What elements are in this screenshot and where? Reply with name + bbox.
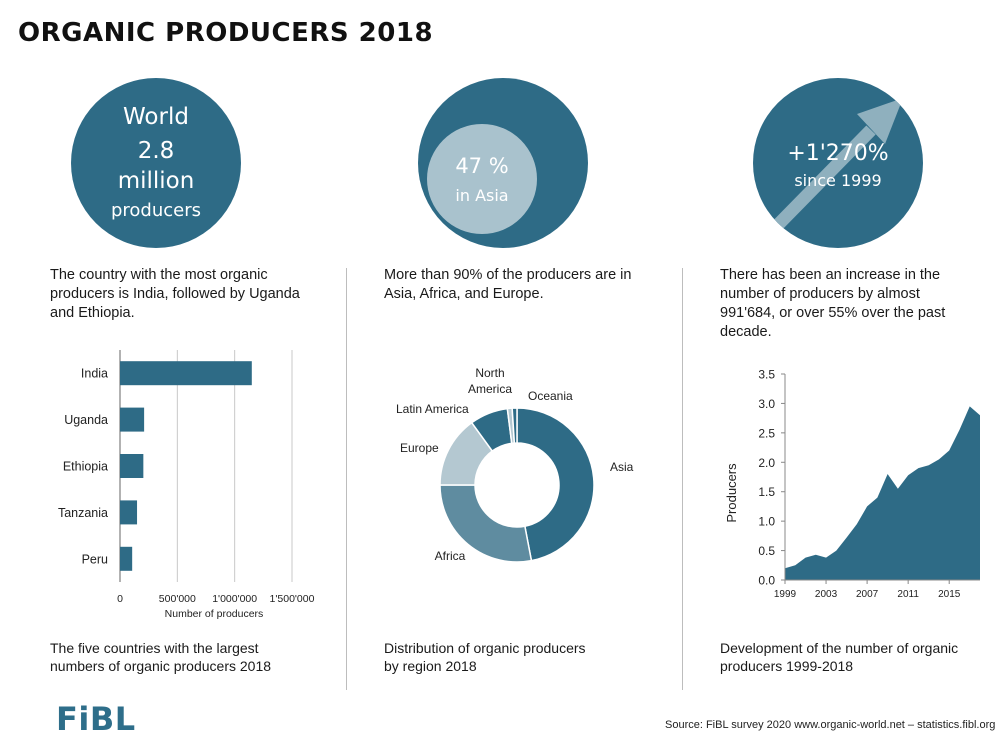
world-suffix: producers [110,200,202,221]
producers-trend-area-chart: 0.0 0.5 1.0 1.5 2.0 2.5 3.0 3.5 1999 2003 2007 2011… [724,368,980,600]
donut-slice-asia [516,407,595,562]
regional-distribution-donut-chart: Asia Africa Europe Latin America North Americ… [396,366,634,563]
area-y-tick-label: 0.5 [758,544,775,558]
area-x-tick-label: 2015 [938,589,961,600]
bar-tanzania [120,500,138,525]
bar-uganda [120,407,145,432]
bar-x-tick-label: 1'000'000 [212,593,257,605]
fibl-logo: FiBL [56,700,136,738]
asia-share-label: in Asia [455,186,509,205]
source-note: Source: FiBL survey 2020 www.organic-wor… [665,719,996,731]
donut-label: North [475,366,504,380]
donut-label: Asia [610,460,634,474]
panel-3-caption: Development of the number of organic pro… [720,640,959,674]
world-unit: million [117,168,195,194]
bar-x-axis-label: Number of producers [165,608,264,620]
donut-slice-africa [439,484,533,563]
growth-label: since 1999 [794,171,882,190]
top-countries-bar-chart: 0 500'000 1'000'000 1'500'000 India Uganda Eth… [58,350,315,620]
asia-share-inner-circle [427,124,537,234]
bar-category-label: Peru [82,552,108,566]
bar-x-tick-label: 0 [117,593,123,605]
bar-category-label: Ethiopia [63,460,108,474]
growth-value: +1'270% [787,141,889,166]
page-title: ORGANIC PRODUCERS 2018 [18,18,434,48]
bar-ethiopia [120,454,144,478]
panel-1-caption: The five countries with the largest numb… [50,640,272,674]
world-label: World [123,104,189,130]
panel-2-text: More than 90% of the producers are in As… [384,267,632,302]
panel-3-text: There has been an increase in the number… [720,267,946,340]
area-x-tick-label: 2011 [897,589,919,600]
bar-x-tick-label: 500'000 [159,593,196,605]
donut-slice-oceania [511,407,518,444]
area-y-axis-label: Producers [724,463,739,523]
area-x-tick-label: 2003 [815,589,838,600]
panel-1-text: The country with the most organic produc… [50,267,300,321]
area-y-tick-label: 1.5 [758,485,775,499]
area-y-tick-label: 3.0 [758,397,775,411]
area-y-tick-label: 2.5 [758,426,775,440]
area-y-tick-label: 0.0 [758,574,775,588]
column-divider-2 [682,268,683,690]
bar-category-label: Uganda [64,413,108,427]
donut-label: Africa [435,549,466,563]
area-y-tick-label: 2.0 [758,456,775,470]
bar-category-label: Tanzania [58,506,108,520]
growth-arrow-icon [762,98,903,241]
donut-label: Europe [400,441,439,455]
donut-label: America [468,382,512,396]
area-y-tick-label: 3.5 [758,368,775,382]
area-x-tick-label: 1999 [774,589,797,600]
panel-2-caption: Distribution of organic producers by reg… [384,640,586,674]
area-series [785,406,980,580]
area-x-tick-label: 2007 [856,589,879,600]
area-y-tick-label: 1.0 [758,515,775,529]
world-value: 2.8 [137,138,175,164]
donut-label: Oceania [528,389,573,403]
world-producers-circle [71,78,241,248]
bar-peru [120,546,133,571]
bar-india [120,361,252,386]
growth-circle [753,78,923,248]
bar-category-label: India [81,367,108,381]
asia-share-value: 47 % [455,154,509,178]
donut-label: Latin America [396,402,469,416]
bar-x-tick-label: 1'500'000 [270,593,315,605]
column-divider-1 [346,268,347,690]
